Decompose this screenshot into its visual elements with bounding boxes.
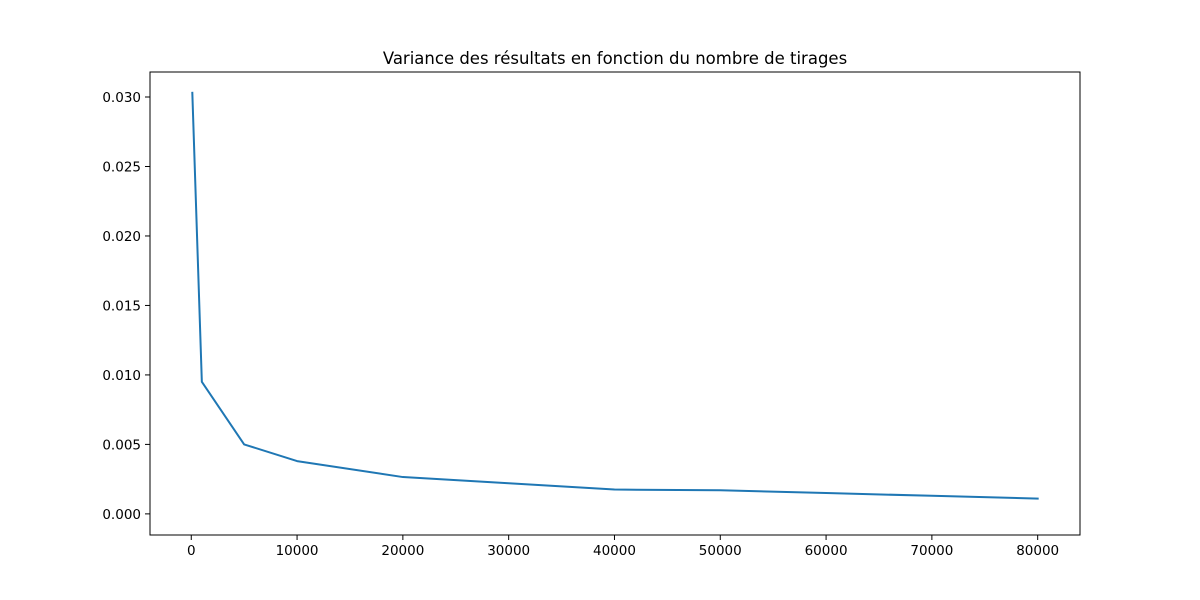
series-line bbox=[191, 91, 1039, 500]
x-tick-label: 20000 bbox=[381, 543, 424, 559]
y-tick-label: 0.030 bbox=[102, 90, 141, 106]
x-tick-label: 60000 bbox=[805, 543, 848, 559]
x-tick-label: 50000 bbox=[699, 543, 742, 559]
y-tick-label: 0.000 bbox=[102, 507, 141, 523]
y-tick-label: 0.025 bbox=[102, 159, 141, 175]
chart-title: Variance des résultats en fonction du no… bbox=[383, 49, 847, 68]
y-tick-label: 0.020 bbox=[102, 229, 141, 245]
x-tick-label: 70000 bbox=[910, 543, 953, 559]
plot-area: 0 10000 20000 30000 40000 50000 60000 70000 8000… bbox=[102, 71, 1081, 559]
x-tick-label: 10000 bbox=[276, 543, 319, 559]
y-tick-label: 0.005 bbox=[102, 437, 141, 453]
x-tick-label: 0 bbox=[187, 543, 196, 559]
x-tick-label: 40000 bbox=[593, 543, 636, 559]
y-tick-label: 0.010 bbox=[102, 368, 141, 384]
y-tick-label: 0.015 bbox=[102, 298, 141, 314]
plot-frame bbox=[149, 71, 1081, 536]
x-tick-label: 80000 bbox=[1016, 543, 1059, 559]
x-tick-label: 30000 bbox=[487, 543, 530, 559]
